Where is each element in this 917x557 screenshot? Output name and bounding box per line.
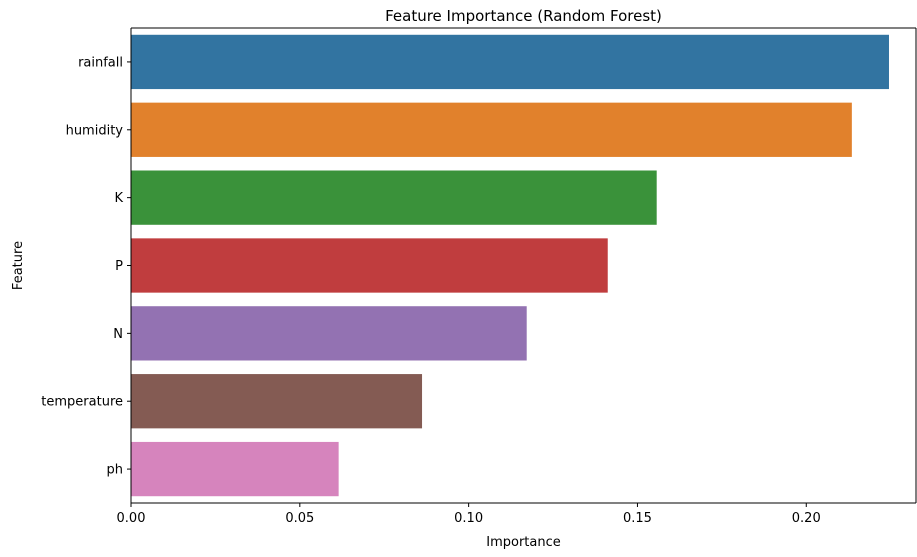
ytick-label: N (113, 327, 123, 342)
xtick-label: 0.10 (454, 511, 483, 526)
y-axis-label: Feature (11, 241, 26, 290)
bar-k (131, 170, 657, 225)
bars-layer (131, 34, 889, 497)
ytick-label: temperature (41, 395, 123, 410)
ytick-label: rainfall (78, 55, 123, 70)
x-ticks: 0.00 0.05 0.10 0.15 0.20 (117, 503, 821, 526)
bar-temperature (131, 374, 423, 429)
x-axis-label: Importance (486, 535, 561, 550)
xtick-label: 0.00 (117, 511, 146, 526)
xtick-label: 0.15 (623, 511, 652, 526)
chart-title: Feature Importance (Random Forest) (385, 7, 662, 25)
xtick-label: 0.20 (792, 511, 821, 526)
bar-humidity (131, 102, 852, 157)
ytick-label: ph (107, 463, 124, 478)
bar-n (131, 306, 527, 361)
ytick-label: K (114, 191, 123, 206)
xtick-label: 0.05 (285, 511, 314, 526)
ytick-label: humidity (66, 123, 124, 138)
axes-frame (130, 27, 917, 504)
ytick-label: P (115, 259, 123, 274)
bar-p (131, 238, 608, 293)
bar-ph (131, 441, 339, 497)
bar-rainfall (131, 34, 889, 90)
